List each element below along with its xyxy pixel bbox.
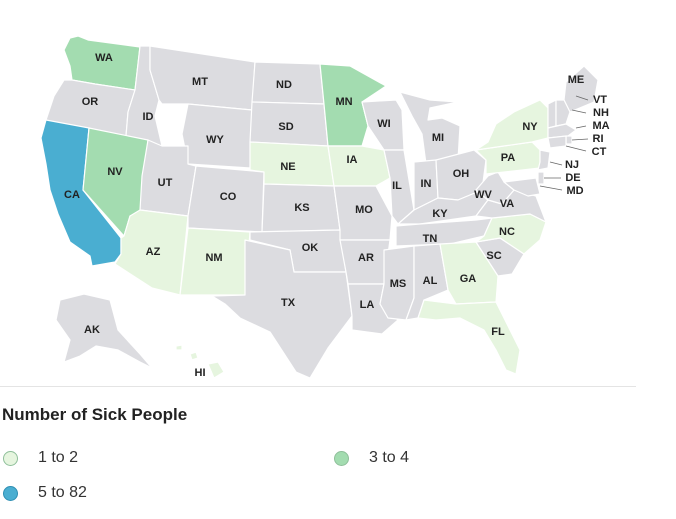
- leader-line-ma: [575, 125, 587, 129]
- state-label-ar: AR: [358, 252, 374, 264]
- state-md[interactable]: [503, 177, 541, 197]
- state-label-or: OR: [82, 96, 99, 108]
- state-label-ny: NY: [522, 121, 538, 133]
- state-label-tn: TN: [423, 233, 438, 245]
- state-label-ut: UT: [158, 177, 173, 189]
- state-label-pa: PA: [501, 152, 516, 164]
- legend-swatch-3-to-4: [334, 450, 349, 466]
- leader-line-vt: [575, 95, 589, 101]
- state-label-nh: NH: [593, 107, 609, 119]
- state-label-nd: ND: [276, 79, 292, 91]
- state-label-fl: FL: [491, 326, 505, 338]
- state-tx[interactable]: [211, 239, 353, 379]
- state-de[interactable]: [537, 171, 545, 185]
- state-az[interactable]: [114, 209, 189, 296]
- state-label-wy: WY: [206, 134, 224, 146]
- state-label-mn: MN: [335, 96, 352, 108]
- states-layer: [40, 35, 599, 379]
- state-label-nj: NJ: [565, 159, 579, 171]
- state-label-de: DE: [565, 172, 580, 184]
- state-label-ri: RI: [593, 133, 604, 145]
- state-label-wv: WV: [474, 189, 492, 201]
- leader-line-ri: [571, 138, 589, 141]
- labels-layer: WA OR CA ID NV MT WY UT AZ CO NM ND SD NE KS OK TX MN IA MO…: [64, 52, 610, 379]
- legend-item-3-to-4: 3 to 4: [334, 449, 409, 467]
- state-label-az: AZ: [146, 246, 161, 258]
- state-ia[interactable]: [327, 145, 391, 187]
- legend-label-5-to-82: 5 to 82: [38, 484, 87, 501]
- state-label-md: MD: [566, 185, 583, 197]
- state-label-ne: NE: [280, 161, 295, 173]
- state-label-ia: IA: [347, 154, 358, 166]
- leader-line-ct: [565, 145, 587, 152]
- map-legend-divider: [0, 386, 636, 387]
- legend-swatch-1-to-2: [3, 450, 18, 466]
- state-ct[interactable]: [547, 135, 567, 149]
- state-vt[interactable]: [547, 99, 557, 129]
- legend-item-1-to-2: 1 to 2: [3, 449, 78, 467]
- legend-title: Number of Sick People: [2, 405, 188, 424]
- state-label-in: IN: [421, 178, 432, 190]
- state-hi[interactable]: [175, 344, 225, 379]
- state-label-al: AL: [423, 275, 438, 287]
- state-label-il: IL: [392, 180, 402, 192]
- state-label-ma: MA: [592, 120, 609, 132]
- legend-swatch-5-to-82: [3, 485, 18, 501]
- state-label-la: LA: [360, 299, 375, 311]
- state-label-tx: TX: [281, 297, 296, 309]
- state-label-ct: CT: [592, 146, 607, 158]
- state-label-nc: NC: [499, 226, 515, 238]
- state-fl[interactable]: [417, 299, 521, 375]
- leader-line-nh: [571, 109, 587, 114]
- state-label-me: ME: [568, 74, 585, 86]
- state-nh[interactable]: [555, 99, 571, 127]
- state-label-oh: OH: [453, 168, 470, 180]
- state-ak[interactable]: [55, 293, 153, 369]
- legend-label-1-to-2: 1 to 2: [38, 449, 79, 466]
- state-label-wa: WA: [95, 52, 113, 64]
- state-label-va: VA: [500, 198, 515, 210]
- state-label-ks: KS: [294, 202, 309, 214]
- state-label-mi: MI: [432, 132, 444, 144]
- state-label-co: CO: [220, 191, 237, 203]
- state-label-id: ID: [143, 111, 154, 123]
- map-canvas: WA OR CA ID NV MT WY UT AZ CO NM ND SD NE KS OK TX MN IA MO…: [40, 35, 610, 379]
- state-label-sc: SC: [486, 250, 501, 262]
- state-label-hi: HI: [195, 367, 206, 379]
- state-wy[interactable]: [181, 103, 253, 169]
- state-label-nv: NV: [107, 166, 123, 178]
- state-label-wi: WI: [377, 118, 390, 130]
- legend-item-5-to-82: 5 to 82: [3, 484, 87, 502]
- state-label-mo: MO: [355, 204, 373, 216]
- state-label-ak: AK: [84, 324, 100, 336]
- state-label-ca: CA: [64, 189, 80, 201]
- state-label-sd: SD: [278, 121, 293, 133]
- state-ma[interactable]: [547, 123, 577, 139]
- state-label-ky: KY: [432, 208, 448, 220]
- leader-line-md: [539, 185, 563, 191]
- state-label-vt: VT: [593, 94, 607, 106]
- state-label-ms: MS: [390, 278, 407, 290]
- leader-line-nj: [549, 161, 563, 166]
- state-label-mt: MT: [192, 76, 208, 88]
- us-choropleth-map: WA OR CA ID NV MT WY UT AZ CO NM ND SD NE KS OK TX MN IA MO…: [40, 35, 610, 379]
- state-label-nm: NM: [205, 252, 222, 264]
- state-label-ga: GA: [460, 273, 477, 285]
- state-nj[interactable]: [537, 149, 551, 171]
- state-ri[interactable]: [565, 135, 573, 145]
- state-label-ok: OK: [302, 242, 319, 254]
- state-mi[interactable]: [399, 91, 461, 165]
- legend-label-3-to-4: 3 to 4: [369, 449, 410, 466]
